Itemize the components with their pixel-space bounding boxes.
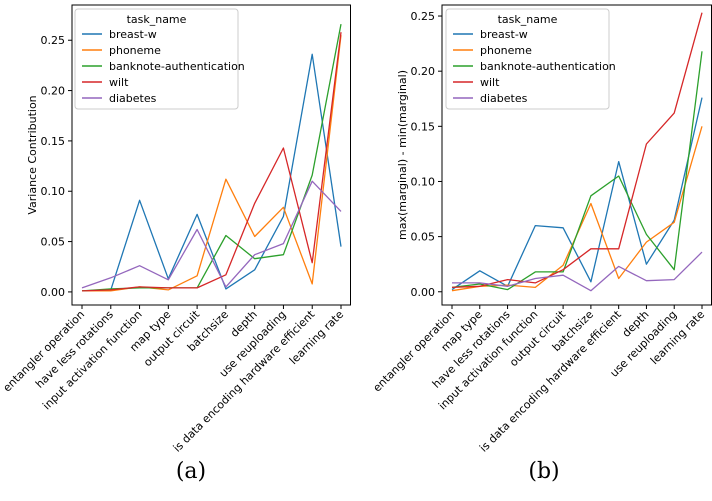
plot-frame — [71, 4, 351, 306]
legend-entry-wilt: wilt — [109, 76, 129, 89]
y-tick-label: 0.25 — [41, 34, 66, 47]
legend-entry-diabetes: diabetes — [480, 92, 528, 105]
y-tick-label: 0.05 — [411, 231, 436, 244]
legend-entry-phoneme: phoneme — [109, 44, 161, 57]
series-line-wilt — [451, 12, 703, 289]
y-tick-label: 0.00 — [411, 286, 436, 299]
series-line-breast-w — [81, 53, 342, 292]
legend-entry-breast-w: breast-w — [480, 28, 528, 41]
y-tick-label: 0.20 — [411, 65, 436, 78]
legend: task_name breast-w phoneme banknote-authent… — [445, 8, 616, 110]
legend-entry-diabetes: diabetes — [109, 92, 157, 105]
series-line-diabetes — [81, 180, 342, 289]
caption-a: (a) — [176, 459, 206, 484]
legend-entry-banknote-authentication: banknote-authentication — [109, 60, 245, 73]
y-tick-label: 0.25 — [411, 10, 436, 23]
legend-entry-banknote-authentication: banknote-authentication — [480, 60, 616, 73]
chart-panel-b: 0.00 0.05 0.10 0.15 0.20 0.25 max(marginal) - … — [371, 4, 712, 455]
legend-entry-wilt: wilt — [480, 76, 500, 89]
y-tick-label: 0.05 — [41, 236, 66, 249]
legend-entry-phoneme: phoneme — [480, 44, 532, 57]
y-tick-label: 0.15 — [41, 135, 66, 148]
legend-entry-breast-w: breast-w — [109, 28, 157, 41]
caption-b: (b) — [528, 459, 559, 484]
series-line-wilt — [81, 32, 342, 292]
legend-title: task_name — [127, 13, 187, 26]
y-axis-label: max(marginal) - min(marginal) — [396, 70, 409, 240]
y-tick-label: 0.10 — [411, 175, 436, 188]
y-axis-label: Variance Contribution — [26, 95, 39, 214]
y-tick-label: 0.10 — [41, 185, 66, 198]
legend-box — [74, 8, 239, 110]
series-line-diabetes — [452, 251, 703, 292]
legend-box — [445, 8, 610, 110]
y-tick-label: 0.20 — [41, 85, 66, 98]
chart-panel-a: 0.00 0.05 0.10 0.15 0.20 0.25 Variance Contrib… — [1, 4, 351, 455]
series-line-phoneme — [451, 126, 703, 292]
series-line-banknote-authentication — [451, 51, 703, 291]
y-tick-label: 0.00 — [41, 286, 66, 299]
series-line-breast-w — [451, 97, 703, 291]
y-tick-label: 0.15 — [411, 120, 436, 133]
legend-title: task_name — [498, 13, 558, 26]
legend: task_name breast-w phoneme banknote-authent… — [74, 8, 245, 110]
